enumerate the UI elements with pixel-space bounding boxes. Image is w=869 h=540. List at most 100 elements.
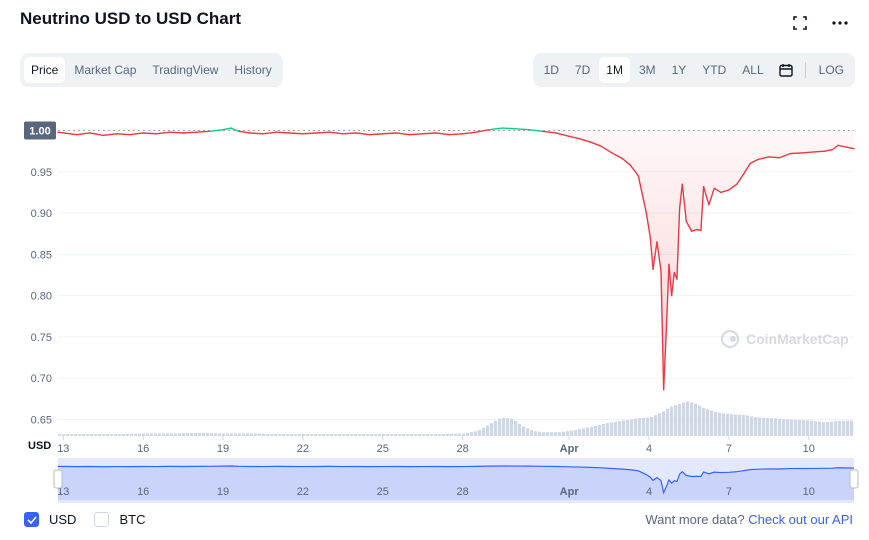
usd-checkbox[interactable] [24,512,39,527]
price-segment [676,207,681,280]
calendar-icon[interactable] [773,57,799,83]
tab-history[interactable]: History [234,63,272,77]
price-segment [700,185,705,232]
price-segment [824,148,834,152]
volume-bar [702,407,706,436]
volume-bar [578,429,582,436]
price-segment [448,133,464,136]
volume-bar [470,432,474,436]
volume-bar [86,434,90,436]
volume-bar [562,431,566,436]
volume-bar [78,434,82,436]
price-segment [408,133,424,136]
volume-bar [154,433,158,436]
price-segment [708,187,715,206]
btc-checkbox[interactable] [94,512,110,527]
price-segment [342,132,357,135]
range-navigator[interactable]: 13 16 19 22 25 28 Apr 4 7 10 [53,458,859,503]
volume-bar [714,411,718,436]
navigator-tick-label: 4 [646,486,652,498]
volume-bar [754,417,758,436]
time-range-tabs: 1D 7D 1M 3M 1Y YTD ALL LOG [532,53,855,87]
range-7d[interactable]: 7D [574,63,591,77]
price-segment [662,329,668,391]
volume-bar [574,429,578,436]
price-segment [678,183,683,209]
volume-bar [758,417,762,436]
volume-bar [298,434,302,436]
range-all[interactable]: ALL [742,63,764,77]
volume-bar [518,423,522,436]
x-tick-label: 25 [377,443,389,455]
x-tick-label: 19 [217,443,229,455]
tab-market-cap[interactable]: Market Cap [74,63,137,77]
volume-bar [630,419,634,436]
volume-bar [122,434,126,436]
navigator-tick-label: 22 [297,486,309,498]
navigator-right-handle[interactable] [849,469,859,489]
volume-bar [498,418,502,436]
volume-bar [626,419,630,436]
volume-bar [710,410,714,436]
currency-legend: USD BTC [24,512,145,527]
volume-bar [478,429,482,436]
log-toggle[interactable]: LOG [818,63,844,77]
price-segment [660,270,665,391]
volume-bar [542,432,546,436]
volume-bar [274,434,278,436]
volume-bar [698,405,702,436]
fullscreen-icon[interactable] [791,14,809,32]
navigator-tick-label: 16 [137,486,149,498]
volume-bar [558,432,562,436]
volume-bar [658,413,662,436]
volume-bar [602,424,606,436]
volume-bar [410,434,414,436]
top-icons [791,14,849,32]
more-options-icon[interactable] [831,14,849,32]
legend-btc[interactable]: BTC [94,512,145,527]
range-ytd[interactable]: YTD [702,63,727,77]
range-1m[interactable]: 1M [599,57,630,83]
x-tick-label: 22 [297,443,309,455]
navigator-tick-label: 7 [726,486,732,498]
volume-bar [422,434,426,436]
price-segment [778,152,791,159]
usd-label: USD [49,512,77,527]
volume-bar [618,421,622,436]
y-tick-label: 0.75 [31,332,52,344]
price-segment [555,132,570,137]
volume-bar [198,432,202,436]
tab-tradingview[interactable]: TradingView [152,63,219,77]
volume-bar [210,433,214,436]
volume-bar [642,417,646,436]
volume-bar [742,414,746,436]
y-tick-label: 0.90 [31,208,52,220]
legend-usd[interactable]: USD [24,512,76,527]
price-segment [461,131,477,135]
x-tick-label: 13 [57,443,69,455]
price-segment [832,144,839,151]
range-3m[interactable]: 3M [638,63,656,77]
volume-bar [474,431,478,436]
volume-bar [350,434,354,436]
volume-bar [142,433,146,436]
tab-price[interactable]: Price [24,57,66,83]
volume-bar [834,421,838,436]
price-segment [670,271,676,297]
volume-bar [786,419,790,436]
volume-bar [450,433,454,436]
api-link[interactable]: Check out our API [748,512,853,527]
price-segment [328,131,344,135]
navigator-left-handle[interactable] [53,469,63,489]
volume-bar [266,433,270,436]
volume-bar [226,433,230,436]
price-segment [355,132,371,136]
price-segment [600,145,613,154]
price-segment [129,132,144,136]
range-1y[interactable]: 1Y [671,63,687,77]
price-segment [182,131,198,134]
range-1d[interactable]: 1D [543,63,559,77]
price-segment [475,128,490,133]
current-price-label: 1.00 [29,126,50,138]
volume-bar [130,433,134,436]
